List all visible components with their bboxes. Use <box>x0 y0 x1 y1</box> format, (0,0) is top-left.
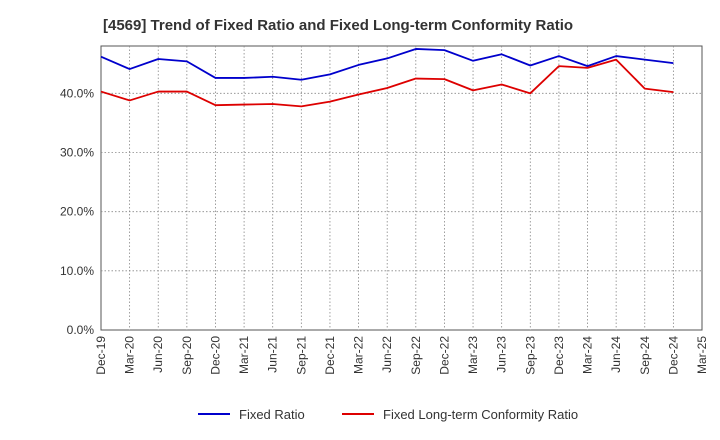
legend: Fixed Ratio Fixed Long-term Conformity Ra… <box>198 407 578 422</box>
x-tick-label: Sep-24 <box>638 336 652 375</box>
y-tick-label: 0.0% <box>67 323 95 337</box>
series-line-fixed-long-term-conformity-ratio <box>100 58 674 108</box>
x-tick-label: Jun-24 <box>609 336 623 373</box>
plot-frame <box>100 45 703 331</box>
x-tick-label: Mar-23 <box>466 336 480 374</box>
x-tick-label: Jun-23 <box>495 336 509 373</box>
y-tick-label: 20.0% <box>60 205 94 219</box>
x-tick-label: Dec-19 <box>94 336 108 375</box>
y-tick-label: 40.0% <box>60 86 94 100</box>
x-tick-label: Dec-24 <box>666 336 680 375</box>
x-tick-label: Mar-20 <box>123 336 137 374</box>
x-tick-label: Sep-22 <box>409 336 423 375</box>
plot-area: 0.0% 10.0% 20.0% 30.0% 40.0% Dec-19 Mar-20 Jun-… <box>60 45 709 375</box>
x-tick-label: Mar-22 <box>352 336 366 374</box>
y-tick-label: 30.0% <box>60 146 94 160</box>
x-tick-label: Dec-23 <box>552 336 566 375</box>
x-tick-label: Dec-22 <box>437 336 451 375</box>
legend-label: Fixed Long-term Conformity Ratio <box>383 407 578 422</box>
series-line-fixed-ratio <box>100 48 674 81</box>
x-tick-label: Jun-20 <box>151 336 165 373</box>
legend-label: Fixed Ratio <box>239 407 305 422</box>
x-tick-label: Mar-24 <box>581 336 595 374</box>
x-tick-label: Sep-20 <box>180 336 194 375</box>
x-tick-label: Sep-21 <box>294 336 308 375</box>
x-tick-label: Mar-21 <box>237 336 251 374</box>
x-tick-label: Mar-25 <box>695 336 709 374</box>
chart-title: [4569] Trend of Fixed Ratio and Fixed Lo… <box>103 17 573 34</box>
x-tick-label: Dec-20 <box>208 336 222 375</box>
x-tick-label: Sep-23 <box>523 336 537 375</box>
x-tick-label: Dec-21 <box>323 336 337 375</box>
x-tick-label: Jun-22 <box>380 336 394 373</box>
x-tick-label: Jun-21 <box>266 336 280 373</box>
y-tick-label: 10.0% <box>60 264 94 278</box>
